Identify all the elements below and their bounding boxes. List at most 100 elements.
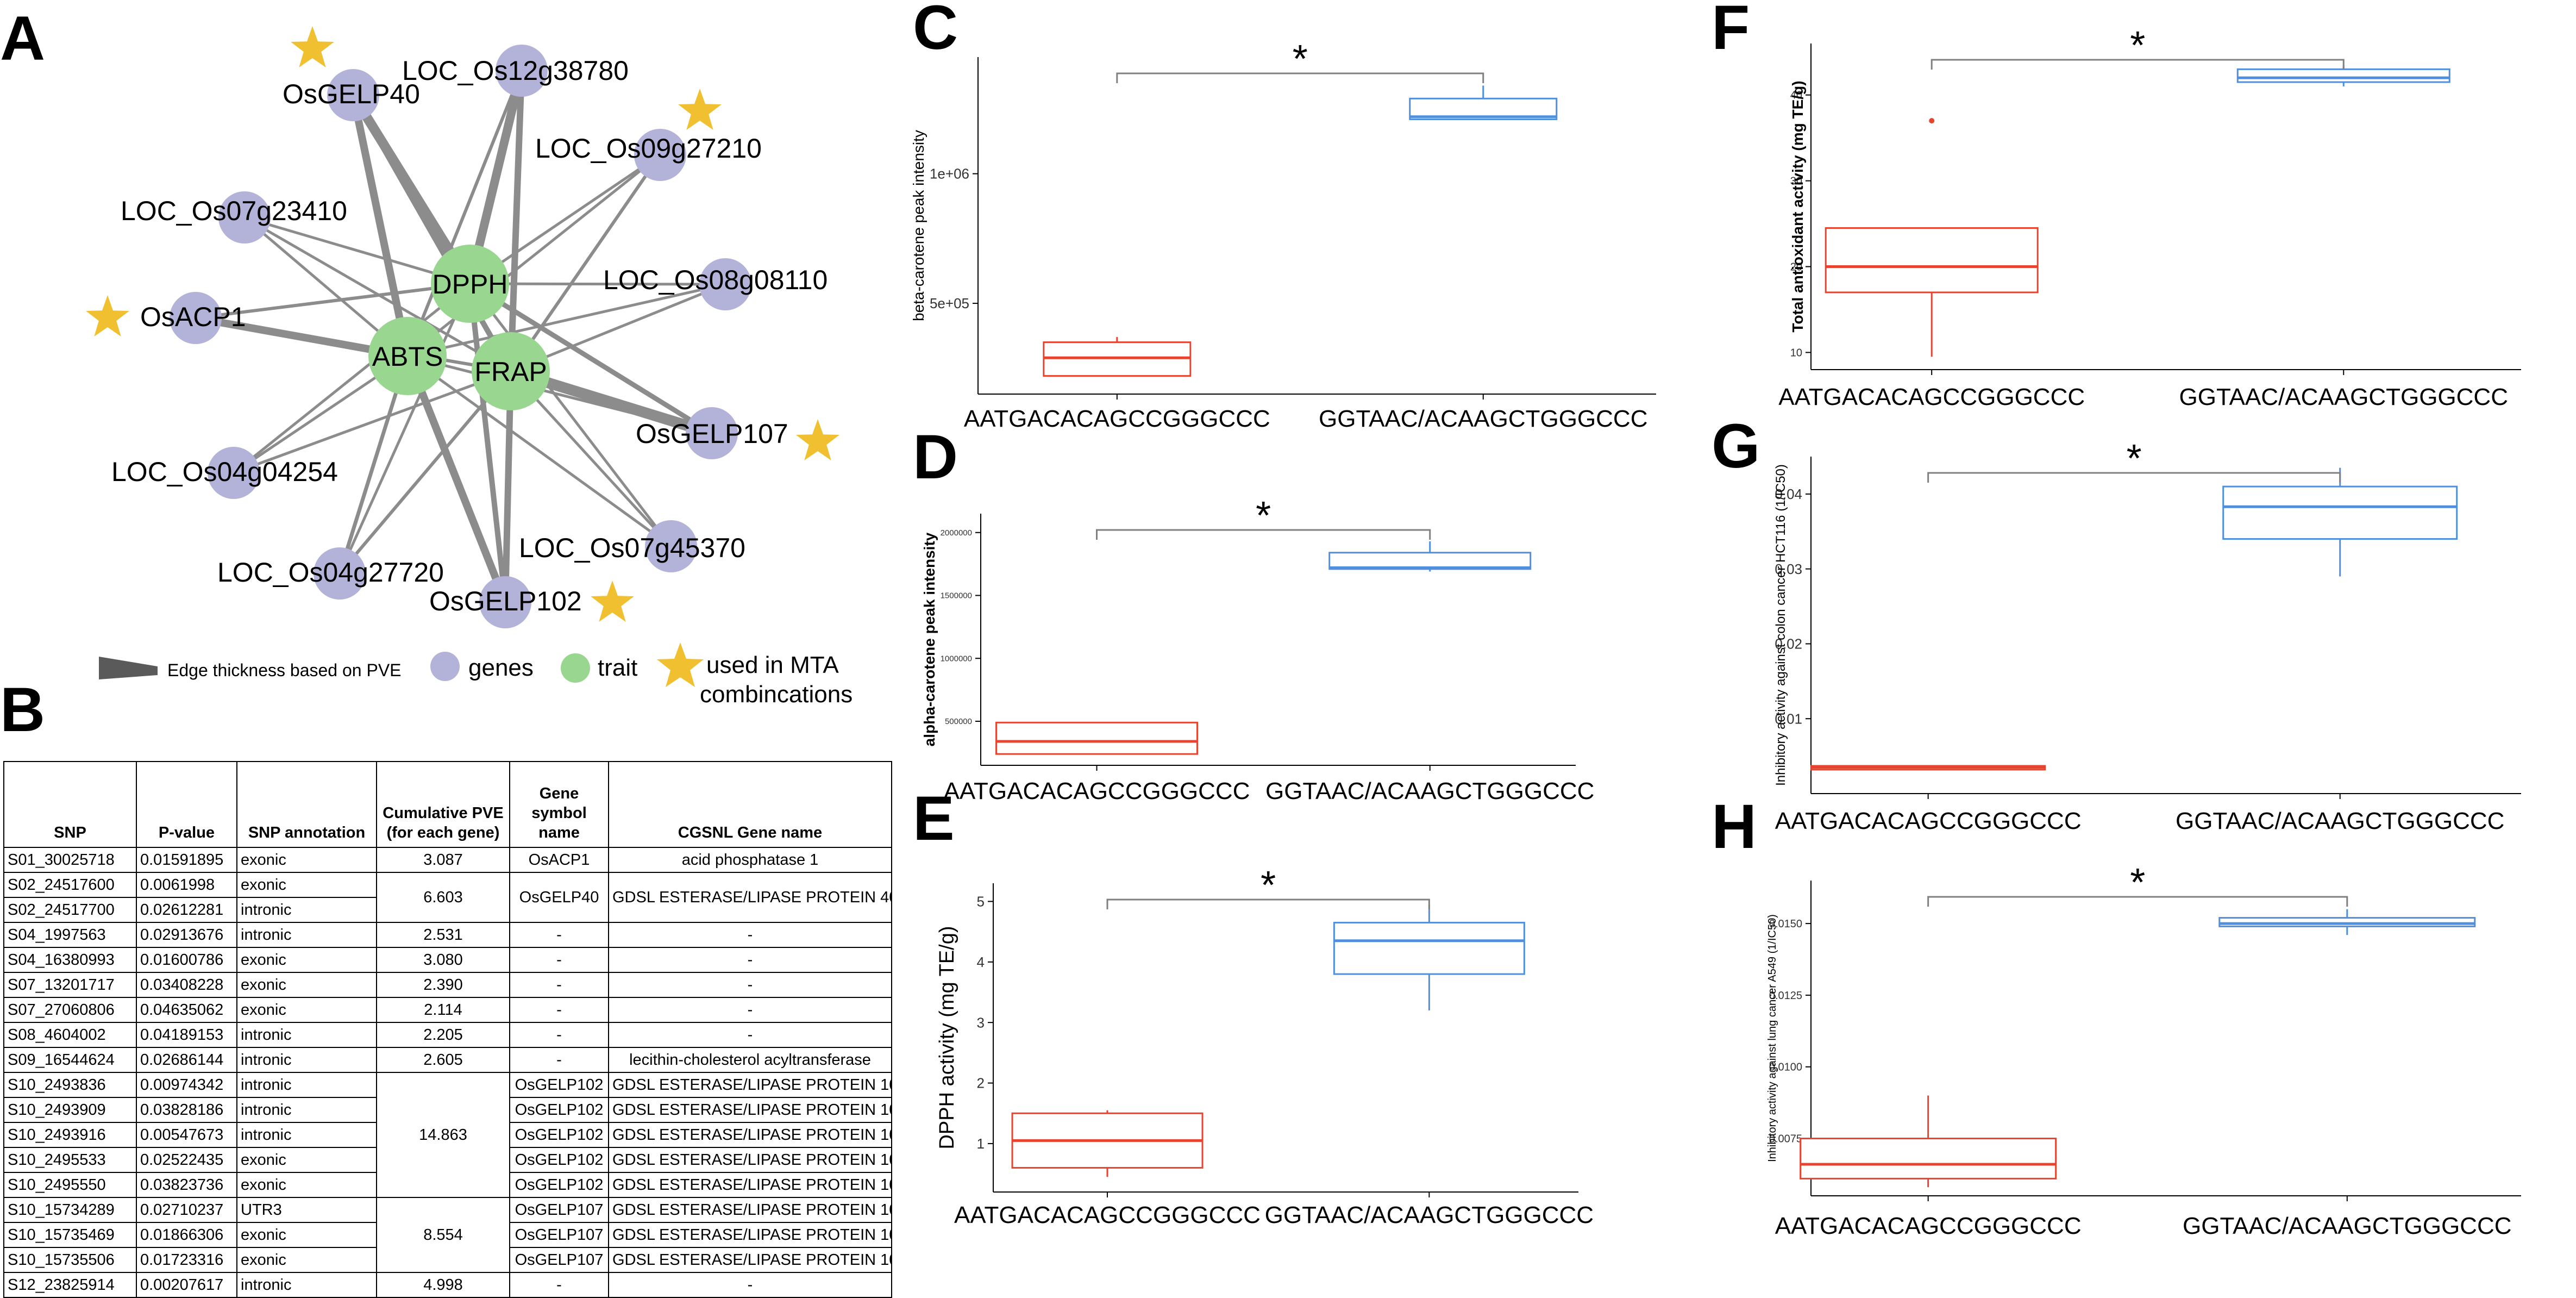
cell-cgsnl-name: GDSL ESTERASE/LIPASE PROTEIN 102 <box>608 1172 892 1198</box>
cell-snp: S02_24517700 <box>3 897 137 923</box>
cell-annotation: exonic <box>236 872 377 898</box>
panel-label-h: H <box>1712 792 1757 862</box>
cell-annotation: UTR3 <box>236 1197 377 1223</box>
chart-d-category-label: GGTAAC/ACAAGCTGGGCCC <box>1265 778 1594 804</box>
chart-d-y-tick-label: 2000000 <box>941 528 972 538</box>
chart-g-category-label: GGTAAC/ACAAGCTGGGCCC <box>2176 808 2504 834</box>
table-row: S02_24517700 0.02612281 intronic <box>3 897 892 923</box>
cell-cgsnl-name: GDSL ESTERASE/LIPASE PROTEIN 102 <box>608 1072 892 1098</box>
gene-node-loc-os09g27210 <box>634 129 686 181</box>
cell-snp: S04_16380993 <box>3 947 137 973</box>
chart-f-significance-star: * <box>2130 24 2145 67</box>
table-row: S08_4604002 0.04189153 intronic 2.205- - <box>3 1022 892 1048</box>
gene-node-osgelp40 <box>327 69 379 121</box>
cell-pve: 4.998 <box>376 1272 510 1298</box>
table-row: S10_15735469 0.01866306 exonic OsGELP107 GDS… <box>3 1222 892 1248</box>
chart-h-y-tick-label: 0.0150 <box>1769 918 1802 930</box>
edge-dpph-osacp1 <box>195 282 471 320</box>
chart-h-significance-bracket <box>1927 896 2348 907</box>
table-row: S10_2495533 0.02522435 exonic OsGELP102 GDSL… <box>3 1147 892 1173</box>
table-row: S02_24517600 0.0061998 exonic 6.603 OsGELP40… <box>3 872 892 923</box>
chart-g-y-tick-label: 0.03 <box>1775 561 1802 577</box>
cell-annotation: exonic <box>236 997 377 1023</box>
gene-label-loc-os08g08110: LOC_Os08g08110 <box>603 265 828 295</box>
cell-cgsnl-name: GDSL ESTERASE/LIPASE PROTEIN 107 <box>608 1247 892 1273</box>
cell-cgsnl-name: GDSL ESTERASE/LIPASE PROTEIN 40 <box>608 872 892 923</box>
cell-gene-symbol: OsGELP102 <box>509 1072 609 1098</box>
cell-pvalue: 0.00547673 <box>136 1122 237 1148</box>
chart-c-category-label: GGTAAC/ACAAGCTGGGCCC <box>1319 405 1647 432</box>
chart-e-significance-bracket <box>1106 898 1430 909</box>
panel-label-f: F <box>1712 0 1750 63</box>
chart-d-y-tick-label: 1500000 <box>941 591 972 601</box>
edge-dpph-loc-os04g27720 <box>338 283 472 575</box>
chart-h-y-tick-label: 0.0125 <box>1769 990 1802 1002</box>
cell-gene-symbol: OsGELP40 <box>509 872 609 923</box>
chart-h-category-label: AATGACACAGCCGGGCCC <box>1775 1213 2082 1239</box>
trait-node-dpph <box>431 245 509 323</box>
cell-snp: S10_15735506 <box>3 1247 137 1273</box>
cell-annotation: intronic <box>236 1047 377 1073</box>
cell-gene-symbol: OsGELP107 <box>509 1197 609 1223</box>
cell-gene-symbol: - <box>509 922 609 948</box>
cell-pvalue: 0.03408228 <box>136 972 237 998</box>
chart-f-y-tick-label: 10 <box>1790 347 1802 359</box>
cell-cgsnl-name: acid phosphatase 1 <box>608 847 892 873</box>
trait-label-frap: FRAP <box>474 357 547 387</box>
cell-snp: S10_2495533 <box>3 1147 137 1173</box>
cell-pve: 6.603 <box>376 872 510 923</box>
cell-pvalue: 0.01600786 <box>136 947 237 973</box>
table-row: S04_1997563 0.02913676 intronic 2.531- - <box>3 922 892 948</box>
cell-annotation: intronic <box>236 1022 377 1048</box>
gene-label-loc-os12g38780: LOC_Os12g38780 <box>402 55 629 86</box>
edge-abts-loc-os12g38780 <box>406 70 523 357</box>
table-row: S09_16544624 0.02686144 intronic 2.605- leci… <box>3 1047 892 1073</box>
cell-gene-symbol: OsGELP102 <box>509 1097 609 1123</box>
chart-e-dpph: 1 2 3 4 5 DPPH activity (mg TE/g) AATGACACAGCC… <box>936 864 1594 1228</box>
edge-dpph-osgelp102 <box>467 283 508 603</box>
table-row: S10_2495550 0.03823736 exonic OsGELP102 GDSL… <box>3 1172 892 1198</box>
cell-cgsnl-name: - <box>608 972 892 998</box>
cell-pvalue: 0.04189153 <box>136 1022 237 1048</box>
cell-annotation: exonic <box>236 1147 377 1173</box>
table-row: S01_30025718 0.01591895 exonic 3.087 OsACP1 a… <box>3 847 892 873</box>
cell-snp: S10_2495550 <box>3 1172 137 1198</box>
legend-genes-label: genes <box>468 654 534 681</box>
cell-annotation: intronic <box>236 1272 377 1298</box>
chart-c-y-tick-label: 5e+05 <box>930 295 969 311</box>
edge-frap-loc-os12g38780 <box>507 70 525 372</box>
chart-d-category-label: AATGACACAGCCGGGCCC <box>944 778 1250 804</box>
cell-annotation: intronic <box>236 1072 377 1098</box>
chart-h-significance-star: * <box>2130 861 2145 904</box>
snp-table: SNP P-value SNP annotation Cumulative PV… <box>3 761 892 1298</box>
trait-node-abts <box>368 317 447 395</box>
gene-node-loc-os07g23410 <box>218 191 271 244</box>
chart-e-y-tick-label: 1 <box>977 1135 985 1152</box>
star-icon-osacp1 <box>86 295 129 336</box>
table-row: S10_2493909 0.03828186 intronic OsGELP102 GD… <box>3 1097 892 1123</box>
cell-pve: 8.554 <box>376 1197 510 1273</box>
edge-abts-loc-os09g27210 <box>406 154 661 357</box>
gene-node-loc-os08g08110 <box>699 258 751 310</box>
cell-gene-symbol: - <box>509 997 609 1023</box>
edge-frap-loc-os07g45370 <box>510 370 672 547</box>
cell-cgsnl-name: - <box>608 947 892 973</box>
chart-g-y-tick-label: 0.02 <box>1775 636 1802 652</box>
cell-cgsnl-name: GDSL ESTERASE/LIPASE PROTEIN 107 <box>608 1197 892 1223</box>
cell-pvalue: 0.04635062 <box>136 997 237 1023</box>
cell-annotation: exonic <box>236 947 377 973</box>
gene-label-osgelp102: OsGELP102 <box>429 586 582 616</box>
table-row: S10_2493836 0.00974342 intronic 14.863 OsGEL… <box>3 1072 892 1198</box>
chart-g-significance-star: * <box>2127 437 2142 480</box>
table-row: S07_27060806 0.04635062 exonic 2.114- - <box>3 997 892 1023</box>
legend-star-label-2: combincations <box>700 681 853 708</box>
gene-label-loc-os07g23410: LOC_Os07g23410 <box>121 196 347 226</box>
cell-gene-symbol: OsGELP107 <box>509 1247 609 1273</box>
gene-label-osgelp40: OsGELP40 <box>283 79 420 109</box>
cell-gene-symbol: - <box>509 1022 609 1048</box>
